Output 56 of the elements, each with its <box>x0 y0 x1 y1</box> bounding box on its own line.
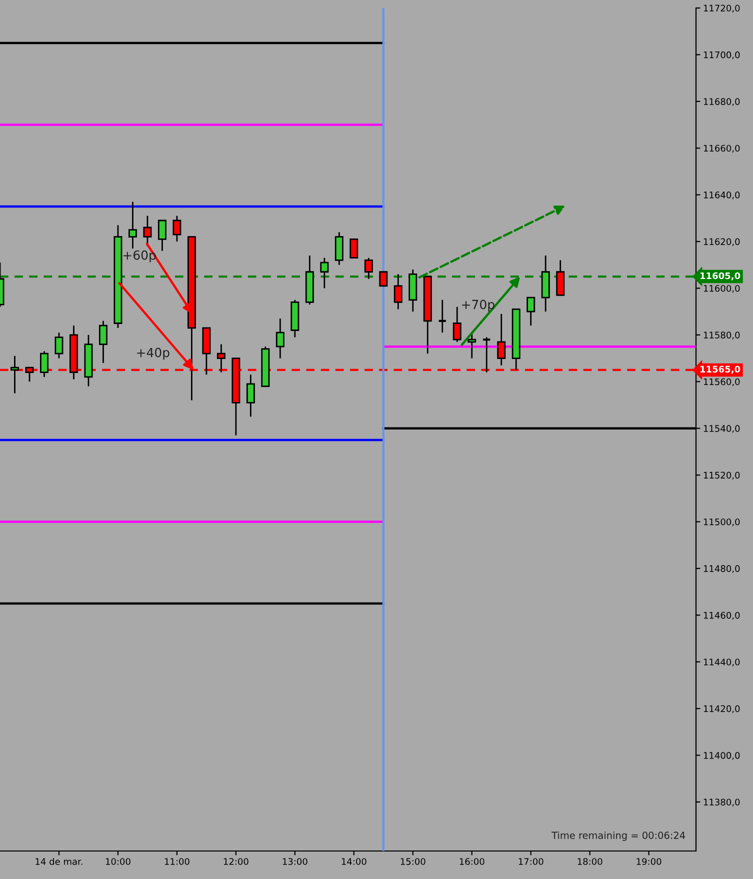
y-tick-label: 11680,0 <box>704 98 740 106</box>
x-tick-label: 13:00 <box>282 858 308 865</box>
candlestick <box>40 350 48 378</box>
candlestick <box>497 313 506 366</box>
candlestick <box>128 201 137 250</box>
ref-line-label: 11565,0 <box>700 366 740 374</box>
y-tick-label: 11580,0 <box>704 332 740 340</box>
y-tick-label: 11560,0 <box>704 378 740 386</box>
x-tick-label: 15:00 <box>400 858 426 865</box>
candlestick <box>350 238 358 259</box>
candlestick <box>320 257 329 289</box>
y-tick-label: 11600,0 <box>704 284 740 293</box>
y-tick-label: 11500,0 <box>704 518 740 526</box>
annotation: +40p <box>137 348 170 360</box>
x-tick-label: 16:00 <box>460 858 484 865</box>
y-tick-label: 11420,0 <box>704 705 740 714</box>
candlestick <box>452 306 462 343</box>
candlestick <box>438 299 447 334</box>
candlestick <box>98 320 108 364</box>
x-tick-label: 10:00 <box>106 858 130 865</box>
y-tick-label: 11640,0 <box>704 192 740 200</box>
x-tick-label: 19:00 <box>636 858 662 865</box>
candlestick <box>482 336 492 373</box>
y-tick-label: 11540,0 <box>704 425 740 433</box>
y-tick-label: 11700,0 <box>704 51 740 60</box>
y-tick-label: 11380,0 <box>704 798 740 806</box>
candlestick <box>246 374 255 418</box>
x-tick-label: 18:00 <box>578 858 602 865</box>
y-tick-label: 11520,0 <box>704 472 740 480</box>
candlestick <box>276 318 284 359</box>
y-tick-label: 11400,0 <box>704 752 740 760</box>
candlestick <box>364 257 373 280</box>
y-tick-label: 11720,0 <box>704 4 740 12</box>
candlestick <box>172 215 182 242</box>
candlestick <box>334 231 344 266</box>
candlestick <box>468 332 476 359</box>
x-tick-label: 11:00 <box>164 858 190 865</box>
y-tick-label: 11620,0 <box>704 238 740 246</box>
x-tick-label: 14:00 <box>342 858 366 865</box>
x-tick-label: 12:00 <box>224 858 248 865</box>
y-tick-label: 11480,0 <box>704 565 740 573</box>
candlestick <box>158 220 166 252</box>
x-tick-label: 14 de mar. <box>36 858 82 865</box>
ref-line-label: 11605,0 <box>700 272 740 280</box>
candlestick <box>526 296 536 326</box>
y-tick-label: 11460,0 <box>704 612 740 620</box>
y-tick-label: 11660,0 <box>704 144 740 153</box>
candlestick <box>394 274 402 310</box>
x-tick-label: 17:00 <box>518 858 544 865</box>
y-tick-label: 11440,0 <box>704 658 740 666</box>
candlestick <box>54 332 64 359</box>
annotation: +70p <box>462 300 494 312</box>
annotation: Time remaining = 00:06:24 <box>552 831 686 841</box>
candlestick <box>379 271 388 287</box>
candlestick <box>10 355 19 394</box>
candlestick <box>556 260 565 296</box>
